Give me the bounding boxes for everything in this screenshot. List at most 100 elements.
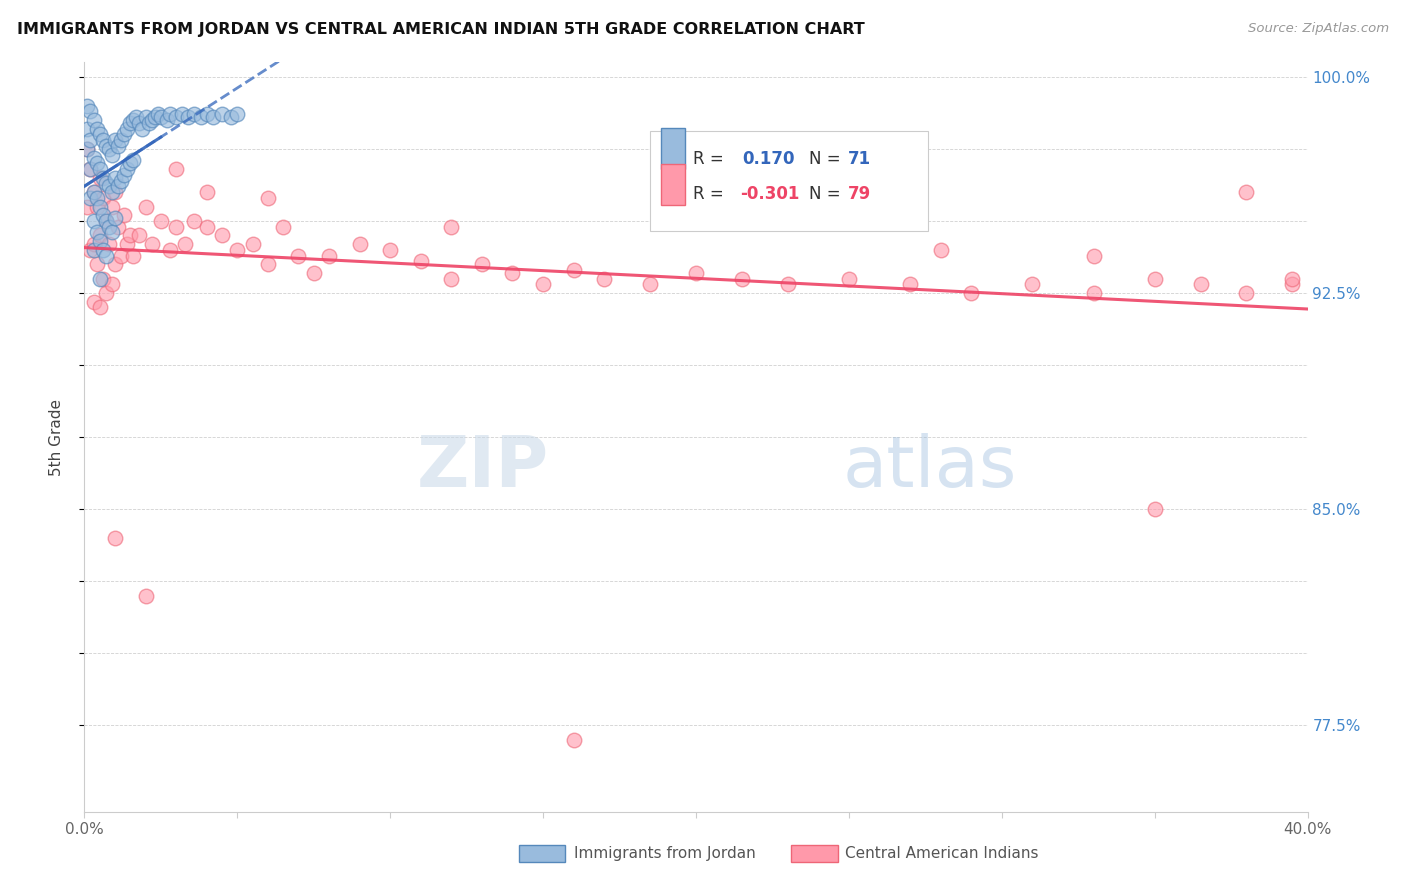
Point bbox=[138, 116, 160, 130]
Point bbox=[159, 243, 181, 257]
Point bbox=[318, 248, 340, 262]
Point bbox=[128, 116, 150, 130]
Point bbox=[1281, 277, 1303, 292]
Point bbox=[89, 301, 111, 315]
Point bbox=[79, 162, 101, 177]
Point bbox=[76, 98, 98, 112]
Point bbox=[380, 243, 402, 257]
Point bbox=[115, 237, 138, 252]
Point bbox=[91, 191, 114, 205]
Point bbox=[183, 107, 205, 121]
Point bbox=[120, 228, 142, 243]
Point bbox=[86, 156, 108, 170]
Point bbox=[122, 153, 145, 168]
Point bbox=[112, 128, 135, 142]
Point bbox=[128, 228, 150, 243]
Point bbox=[91, 271, 114, 285]
Point bbox=[562, 732, 585, 747]
Point bbox=[83, 151, 105, 165]
Text: 71: 71 bbox=[848, 150, 872, 168]
Point bbox=[149, 214, 172, 228]
Point bbox=[79, 162, 101, 177]
Point bbox=[135, 110, 157, 124]
Point bbox=[141, 237, 163, 252]
Text: IMMIGRANTS FROM JORDAN VS CENTRAL AMERICAN INDIAN 5TH GRADE CORRELATION CHART: IMMIGRANTS FROM JORDAN VS CENTRAL AMERIC… bbox=[17, 22, 865, 37]
FancyBboxPatch shape bbox=[519, 846, 565, 862]
Point bbox=[776, 277, 799, 292]
Text: -0.301: -0.301 bbox=[740, 186, 799, 203]
Point bbox=[83, 237, 105, 252]
Point bbox=[107, 179, 129, 194]
Point bbox=[135, 589, 157, 603]
Point bbox=[159, 107, 181, 121]
Point bbox=[143, 110, 166, 124]
Point bbox=[89, 234, 111, 248]
Point bbox=[104, 133, 127, 147]
Point bbox=[94, 285, 117, 300]
Point bbox=[1021, 277, 1043, 292]
Point bbox=[211, 107, 233, 121]
Point bbox=[94, 177, 117, 191]
Point bbox=[122, 113, 145, 128]
Point bbox=[83, 294, 105, 309]
Point bbox=[101, 200, 124, 214]
Point bbox=[94, 139, 117, 153]
Point bbox=[101, 226, 124, 240]
Point bbox=[146, 107, 169, 121]
Point bbox=[562, 263, 585, 277]
Point bbox=[165, 110, 187, 124]
Text: R =: R = bbox=[693, 150, 730, 168]
Point bbox=[86, 191, 108, 205]
Point bbox=[83, 214, 105, 228]
Point bbox=[195, 219, 218, 234]
Point bbox=[112, 168, 135, 182]
Point bbox=[104, 257, 127, 271]
Point bbox=[115, 121, 138, 136]
Y-axis label: 5th Grade: 5th Grade bbox=[49, 399, 63, 475]
Point bbox=[97, 219, 120, 234]
Point bbox=[76, 200, 98, 214]
Point bbox=[79, 243, 101, 257]
Point bbox=[257, 191, 280, 205]
Point bbox=[94, 248, 117, 262]
Point bbox=[97, 179, 120, 194]
Point bbox=[149, 110, 172, 124]
Point bbox=[638, 277, 661, 292]
Point bbox=[471, 257, 494, 271]
Point bbox=[91, 133, 114, 147]
Point bbox=[79, 133, 101, 147]
Point bbox=[83, 113, 105, 128]
Text: Central American Indians: Central American Indians bbox=[845, 847, 1039, 861]
Point bbox=[190, 110, 212, 124]
Text: atlas: atlas bbox=[842, 433, 1017, 501]
Point bbox=[685, 266, 707, 280]
Text: Source: ZipAtlas.com: Source: ZipAtlas.com bbox=[1249, 22, 1389, 36]
Point bbox=[91, 208, 114, 222]
Point bbox=[183, 214, 205, 228]
Point bbox=[685, 185, 707, 199]
Point bbox=[226, 107, 249, 121]
Point bbox=[409, 254, 432, 268]
Point bbox=[110, 133, 132, 147]
Point bbox=[76, 142, 98, 156]
Point bbox=[302, 266, 325, 280]
Point bbox=[1236, 185, 1258, 199]
Point bbox=[929, 243, 952, 257]
Point bbox=[125, 110, 148, 124]
Point bbox=[86, 257, 108, 271]
Point bbox=[79, 104, 101, 119]
Point bbox=[107, 139, 129, 153]
Point bbox=[76, 142, 98, 156]
Point bbox=[531, 277, 554, 292]
Point bbox=[89, 228, 111, 243]
Point bbox=[440, 271, 463, 285]
Text: ZIP: ZIP bbox=[418, 433, 550, 501]
Point bbox=[101, 185, 124, 199]
Point bbox=[242, 237, 264, 252]
Point bbox=[115, 162, 138, 177]
Point bbox=[593, 271, 616, 285]
Point bbox=[120, 116, 142, 130]
Point bbox=[172, 107, 194, 121]
Point bbox=[94, 214, 117, 228]
Point bbox=[89, 170, 111, 185]
